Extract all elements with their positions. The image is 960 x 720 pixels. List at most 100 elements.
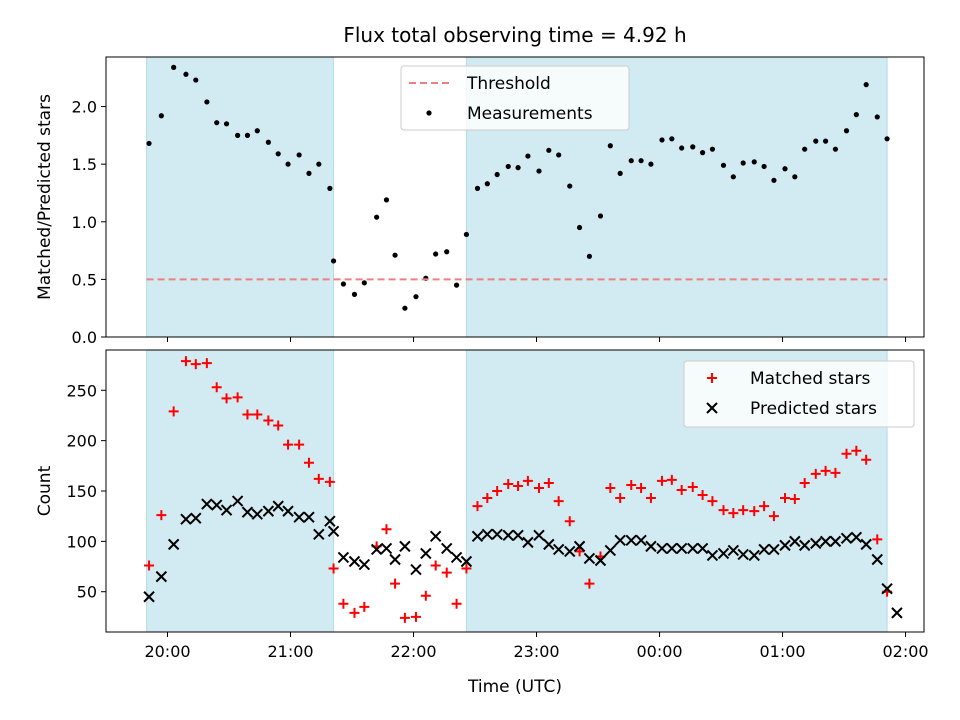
measurements-point [567, 183, 573, 189]
predicted-stars-point [220, 504, 233, 516]
bottom-x-ticks: 20:00 21:00 22:00 23:00 00:00 01:00 02:00 [144, 632, 929, 661]
predicted-stars-point [190, 512, 202, 524]
shaded-interval [146, 56, 335, 338]
measurements-point [740, 160, 746, 166]
matched-stars-point [522, 475, 533, 486]
predicted-stars-point [420, 547, 432, 560]
measurements-point [813, 138, 819, 144]
predicted-stars-point [737, 548, 749, 561]
predicted-stars-point [758, 543, 770, 556]
measurements-point [751, 159, 757, 165]
y-tick-label: 200 [66, 432, 97, 451]
matched-stars-point [645, 493, 656, 504]
measurements-point [340, 281, 347, 287]
measurements-point [576, 224, 583, 231]
predicted-stars-point [675, 542, 688, 555]
x-axis-label: Time (UTC) [467, 677, 562, 697]
predicted-stars-point [829, 535, 842, 548]
x-tick-label: 00:00 [636, 642, 682, 661]
matched-stars-point [472, 501, 483, 512]
predicted-stars-point [512, 529, 524, 542]
measurements-point [453, 282, 460, 288]
matched-stars-point [503, 478, 514, 489]
matched-stars-point [451, 598, 462, 609]
measurements-point [204, 99, 210, 105]
matched-stars-point [605, 482, 616, 493]
matched-stars-point [553, 496, 564, 507]
measurements-point [296, 152, 302, 158]
predicted-stars-point [471, 530, 484, 543]
matched-stars-point [482, 493, 493, 504]
top-y-axis-label: Matched/Predicted stars [35, 94, 55, 300]
predicted-stars-point [231, 495, 244, 507]
measurements-point [505, 163, 511, 170]
matched-stars-point [232, 392, 243, 403]
matched-stars-point [283, 439, 294, 450]
measurements-point [546, 147, 552, 153]
matched-stars-point [201, 358, 212, 369]
measurements-point [361, 280, 367, 286]
top-shaded-intervals [146, 56, 888, 338]
measurements-point [183, 71, 189, 77]
predicted-stars-point [666, 542, 678, 555]
matched-stars-point [718, 505, 729, 516]
measurements-point [223, 121, 230, 127]
predicted-stars-point [370, 543, 383, 556]
matched-stars-point [780, 493, 791, 504]
measurements-point [628, 158, 634, 164]
x-tick-label: 23:00 [513, 642, 559, 661]
matched-stars-point [789, 494, 800, 505]
x-tick-label: 01:00 [759, 642, 805, 661]
y-tick-label: 250 [66, 381, 97, 400]
y-tick-label: 1.5 [72, 155, 97, 174]
x-tick-label: 02:00 [882, 642, 928, 661]
measurements-point [214, 120, 220, 126]
legend-label: Predicted stars [750, 399, 877, 419]
predicted-stars-point [594, 554, 607, 567]
predicted-stars-point [337, 551, 350, 564]
matched-stars-point [410, 611, 421, 622]
matched-stars-point [861, 454, 872, 465]
legend-box [683, 360, 915, 428]
predicted-stars-point [696, 542, 709, 555]
predicted-stars-point [282, 505, 294, 517]
predicted-stars-point [717, 547, 730, 560]
predicted-stars-point [303, 511, 315, 523]
measurements-point [316, 161, 322, 167]
predicted-stars-point [502, 529, 514, 542]
measurements-point [444, 249, 450, 255]
chart-title: Flux total observing time = 4.92 h [343, 23, 686, 47]
top-panel: 0.0 0.5 1.0 1.5 2.0 Flux total observing tim… [35, 23, 925, 347]
predicted-stars-point [533, 529, 545, 542]
top-x-ticks [167, 337, 907, 342]
measurements-point [874, 114, 880, 120]
measurements-point [536, 168, 542, 174]
predicted-stars-point [410, 563, 422, 576]
measurements-point [285, 161, 291, 167]
predicted-stars-point [481, 528, 494, 541]
top-y-ticks: 0.0 0.5 1.0 1.5 2.0 [72, 98, 106, 347]
measurements-point [863, 82, 869, 88]
predicted-stars-point [768, 543, 780, 556]
predicted-stars-point [143, 591, 155, 603]
measurements-point [607, 143, 613, 149]
measurements-point [275, 151, 281, 157]
measurements-point [265, 139, 271, 145]
matched-stars-point [263, 415, 274, 426]
matched-stars-point [168, 406, 179, 417]
predicted-stars-point [155, 570, 168, 583]
predicted-stars-point [604, 544, 617, 557]
measurements-point [802, 146, 808, 152]
predicted-stars-point [241, 506, 254, 518]
measurements-point [597, 213, 604, 219]
matched-stars-point [359, 601, 370, 612]
matched-stars-point [872, 534, 883, 545]
matched-stars-point [313, 473, 324, 484]
matched-stars-point [543, 477, 554, 488]
measurements-point [556, 152, 562, 158]
predicted-stars-point [810, 537, 822, 550]
matched-stars-point [820, 465, 831, 476]
measurements-point [699, 150, 706, 156]
matched-stars-point [492, 486, 503, 496]
